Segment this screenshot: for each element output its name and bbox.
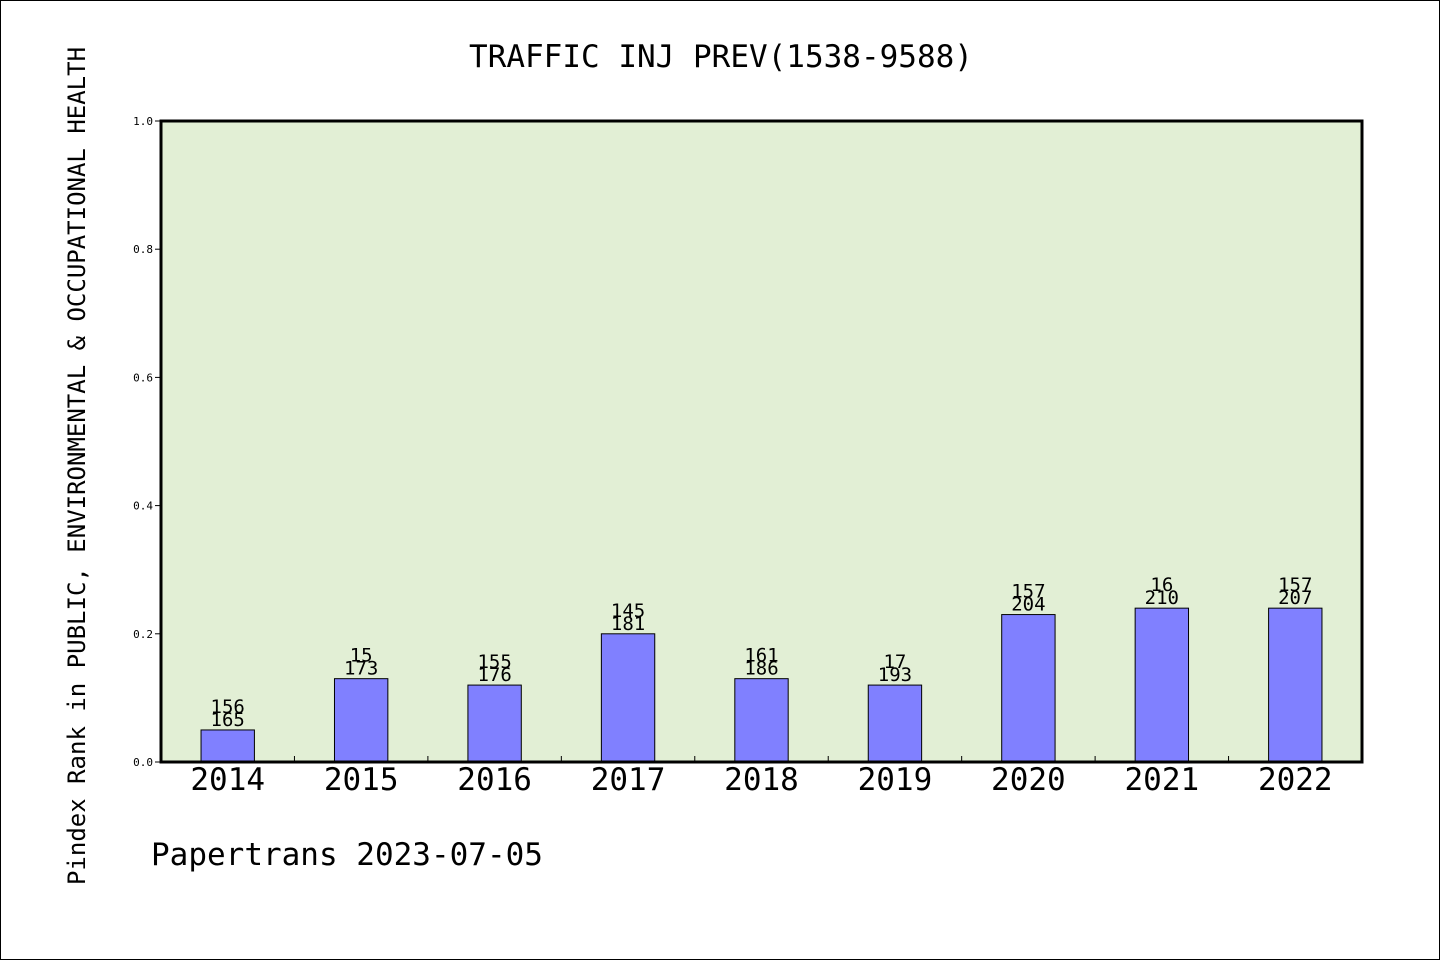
bar-2015 xyxy=(333,678,389,763)
y-axis-label: Pindex Rank in PUBLIC, ENVIRONMENTAL & O… xyxy=(63,47,91,885)
bar-label-top: 157 xyxy=(1011,581,1045,603)
plot-border xyxy=(159,119,1364,764)
bar-label-top: 15 xyxy=(350,645,373,667)
y-tick-label: 0.4 xyxy=(133,500,153,513)
bar-2016 xyxy=(467,684,522,763)
y-axis-ticks: 0.0 0.2 0.4 0.6 0.8 1.0 xyxy=(133,115,161,769)
bar-label-bottom: 204 xyxy=(1011,594,1045,616)
x-tick-label: 2022 xyxy=(1258,762,1333,798)
bar-label-top: 145 xyxy=(611,600,645,622)
x-axis-labels: 2014 2015 2016 2017 2018 2019 2020 2021 2022 xyxy=(190,762,1332,798)
bar-label-bottom: 186 xyxy=(744,658,778,680)
bar-label-top: 156 xyxy=(211,696,245,718)
bar-label-bottom: 207 xyxy=(1278,587,1312,609)
x-tick-label: 2015 xyxy=(324,762,399,798)
bar-label-top: 157 xyxy=(1278,574,1312,596)
bar-label-top: 161 xyxy=(744,645,778,667)
y-tick-label: 0.2 xyxy=(133,628,153,641)
bar-label-bottom: 165 xyxy=(211,709,245,731)
bar-2017 xyxy=(600,633,656,763)
bar-label-bottom: 173 xyxy=(344,658,378,680)
x-tick-label: 2016 xyxy=(457,762,532,798)
bar-label-bottom: 181 xyxy=(611,613,645,635)
y-tick-label: 0.0 xyxy=(133,756,153,769)
y-tick-label: 1.0 xyxy=(133,115,153,128)
chart-title: TRAFFIC INJ PREV(1538-9588) xyxy=(469,39,973,75)
bar-label-top: 155 xyxy=(477,651,511,673)
bar-2020 xyxy=(1001,614,1056,763)
x-tick-label: 2021 xyxy=(1125,762,1200,798)
x-tick-label: 2019 xyxy=(858,762,933,798)
bar-label-top: 17 xyxy=(883,651,906,673)
bar-2021 xyxy=(1134,607,1190,763)
bar-label-bottom: 176 xyxy=(477,664,511,686)
bar-2014 xyxy=(200,729,255,763)
bars xyxy=(200,607,1323,763)
y-tick-label: 0.6 xyxy=(133,371,153,384)
bar-2019 xyxy=(867,684,923,763)
bar-2018 xyxy=(734,678,789,763)
x-tick-label: 2018 xyxy=(724,762,799,798)
bar-label-bottom: 210 xyxy=(1145,587,1179,609)
bar-2022 xyxy=(1268,607,1323,763)
footer-text: Papertrans 2023-07-05 xyxy=(151,837,543,873)
bar-label-bottom: 193 xyxy=(878,664,912,686)
x-tick-label: 2014 xyxy=(190,762,265,798)
bar-label-top: 16 xyxy=(1150,574,1173,596)
x-tick-label: 2017 xyxy=(591,762,666,798)
y-tick-label: 0.8 xyxy=(133,243,153,256)
x-tick-label: 2020 xyxy=(991,762,1066,798)
